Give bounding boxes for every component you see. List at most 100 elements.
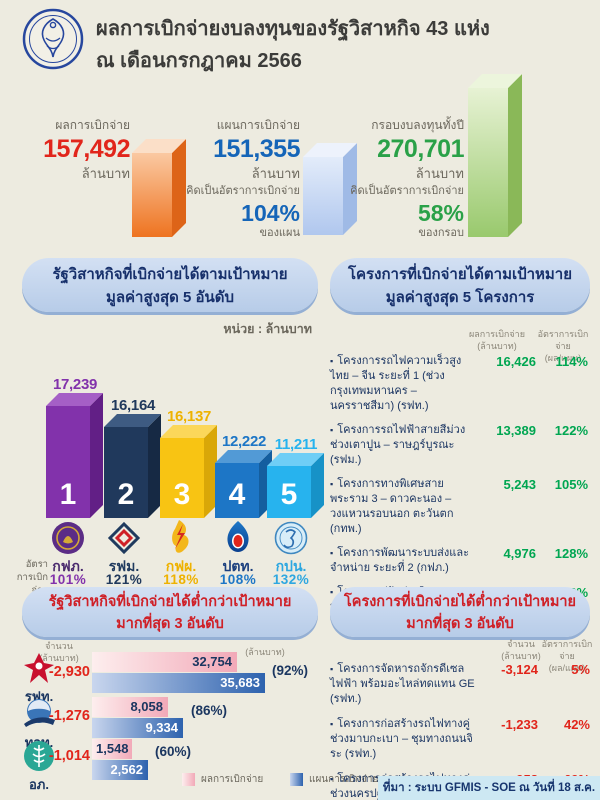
legend-actual: ผลการเบิกจ่าย <box>182 772 263 787</box>
plan-bar-3d <box>303 143 357 235</box>
actual-bar: 1,548 <box>92 739 132 759</box>
project-value: 5,243 <box>503 477 536 492</box>
rank-org-label: กปน. <box>275 558 307 574</box>
rank-org-label: กฟผ. <box>165 558 197 574</box>
low-soe-diff: -2,930 <box>48 664 90 680</box>
bullet-icon: ▪ <box>330 664 334 674</box>
project-name: โครงการก่อสร้างรถไฟทางคู่ ช่วงมาบกะเบา –… <box>330 718 473 760</box>
rank-number: 5 <box>280 478 298 511</box>
aot-logo-icon <box>24 699 55 727</box>
plan-bar: 9,334 <box>92 718 183 738</box>
rank-bar-3 <box>160 425 217 518</box>
low-projects-header-line1: โครงการที่เบิกจ่ายได้ต่ำกว่าเป้าหมาย <box>343 594 577 610</box>
low-projects-col-rate: อัตราการเบิกจ่าย (ผล/แผน) <box>541 639 593 673</box>
rank-bar-value: 11,211 <box>274 436 318 453</box>
rank-bar-5 <box>267 453 324 518</box>
ptt-logo-icon <box>227 521 249 552</box>
rank-bar-value: 17,239 <box>52 376 98 393</box>
low-soe-header-line2: มากที่สุด 3 อันดับ <box>116 616 224 632</box>
stat-actual-label: ผลการเบิกจ่าย <box>55 118 130 132</box>
project-value: 13,389 <box>496 423 536 438</box>
budget-bar-3d <box>468 74 522 237</box>
actual-bar: 32,754 <box>92 652 237 672</box>
rank-bar-value: 12,222 <box>221 433 267 450</box>
rank-number: 1 <box>59 478 77 511</box>
project-rate: 105% <box>554 477 588 492</box>
stat-plan-value: 151,355 <box>213 135 300 163</box>
list-item: ▪ โครงการทางพิเศษสายพระราม 3 – ดาวคะนอง –… <box>330 477 592 537</box>
low-soe-header-pill: รัฐวิสาหกิจที่เบิกจ่ายได้ต่ำกว่าเป้าหมาย… <box>22 587 318 637</box>
legend-plan-label: แผนการเบิกจ่าย <box>309 774 379 785</box>
plan-bar: 35,683 <box>92 673 265 693</box>
stat-budget: กรอบงบลงทุนทั้งปี 270,701 ล้านบาท คิดเป็… <box>340 117 464 240</box>
rank-org-label: รฟม. <box>108 558 140 574</box>
stat-budget-rate-of: ของกรอบ <box>418 227 464 239</box>
rate-axis-line1: อัตรา <box>25 559 48 570</box>
rank-bar-4 <box>215 450 272 518</box>
rank-bar-value: 16,164 <box>110 397 156 414</box>
low-projects-header-pill: โครงการที่เบิกจ่ายได้ต่ำกว่าเป้าหมาย มาก… <box>330 587 590 637</box>
plan-value: 35,683 <box>220 675 260 690</box>
mrta-logo-icon <box>107 521 141 555</box>
project-name: โครงการรถไฟฟ้าสายสีม่วง ช่วงเตาปูน – ราษ… <box>330 424 466 466</box>
top-soe-header-pill: รัฐวิสาหกิจที่เบิกจ่ายได้ตามเป้าหมาย มูล… <box>22 258 318 312</box>
page-title-line2: ณ เดือนกรกฎาคม 2566 <box>96 50 302 72</box>
stat-actual: ผลการเบิกจ่าย 157,492 ล้านบาท <box>6 117 130 183</box>
low-soe-rate: (86%) <box>191 703 228 718</box>
rank-rate: 132% <box>272 572 310 587</box>
top-projects-list: ▪ โครงการรถไฟความเร็วสูงไทย – จีน ระยะที่… <box>330 354 592 615</box>
actual-value: 32,754 <box>192 654 232 669</box>
stat-plan-unit: ล้านบาท <box>251 166 300 181</box>
actual-value: 1,548 <box>96 741 129 756</box>
project-rate: 128% <box>554 546 588 561</box>
bullet-icon: ▪ <box>330 719 334 729</box>
source-note: ที่มา : ระบบ GFMIS - SOE ณ วันที่ 18 ส.ค… <box>378 776 600 800</box>
top-projects-col-value: ผลการเบิกจ่าย (ล้านบาท) <box>469 329 525 351</box>
project-rate: 114% <box>555 354 588 369</box>
actual-value: 8,058 <box>130 699 163 714</box>
plan-swatch-icon <box>290 773 303 786</box>
low-soe-diff: -1,276 <box>48 708 90 724</box>
stat-budget-label: กรอบงบลงทุนทั้งปี <box>371 118 464 132</box>
top-projects-header-pill: โครงการที่เบิกจ่ายได้ตามเป้าหมาย มูลค่าส… <box>330 258 590 312</box>
rank-bar-2 <box>104 414 161 518</box>
project-value: 4,976 <box>503 546 536 561</box>
top-projects-header-line2: มูลค่าสูงสุด 5 โครงการ <box>385 289 535 306</box>
low-soe-rate: (92%) <box>272 663 309 678</box>
stat-budget-rate: 58% <box>417 200 464 226</box>
rank-number: 3 <box>173 478 191 511</box>
unit-note: หน่วย : ล้านบาท <box>223 322 312 336</box>
actual-swatch-icon <box>182 773 195 786</box>
rank-number: 4 <box>228 478 246 511</box>
list-item: ▪ โครงการก่อสร้างรถไฟทางคู่ ช่วงมาบกะเบา … <box>330 717 594 762</box>
project-name: โครงการพัฒนาระบบส่งและจำหน่าย ระยะที่ 2 … <box>330 547 469 574</box>
legend-actual-label: ผลการเบิกจ่าย <box>201 774 264 785</box>
list-item: ▪ โครงการรถไฟฟ้าสายสีม่วง ช่วงเตาปูน – รา… <box>330 423 592 468</box>
top-projects-header-line1: โครงการที่เบิกจ่ายได้ตามเป้าหมาย <box>347 266 573 283</box>
project-name: โครงการทางพิเศษสายพระราม 3 – ดาวคะนอง – … <box>330 478 454 535</box>
rank-org-label: ปตท. <box>222 558 254 574</box>
bullet-icon: ▪ <box>330 774 334 784</box>
low-soe-col-amount: จำนวน (ล้านบาท) <box>39 641 79 663</box>
top-projects-col-rate: อัตราการเบิกจ่าย (ผล/แผน) <box>537 329 589 363</box>
gpo-logo-icon <box>24 741 54 771</box>
low-soe-header-line1: รัฐวิสาหกิจที่เบิกจ่ายได้ต่ำกว่าเป้าหมาย <box>48 594 292 610</box>
bullet-icon: ▪ <box>330 587 334 597</box>
bullet-icon: ▪ <box>330 425 334 435</box>
top-soe-header-line2: มูลค่าสูงสุด 5 อันดับ <box>105 289 235 306</box>
stat-plan-rate-of: ของแผน <box>259 227 300 239</box>
rank-org-label: กฟภ. <box>52 558 84 574</box>
rank-number: 2 <box>117 478 135 511</box>
actual-bar-3d <box>132 139 186 237</box>
stat-budget-value: 270,701 <box>377 135 464 163</box>
legend-plan: แผนการเบิกจ่าย <box>290 772 378 787</box>
stat-actual-value: 157,492 <box>43 135 130 163</box>
bullet-icon: ▪ <box>330 548 334 558</box>
list-item: ▪ โครงการพัฒนาระบบส่งและจำหน่าย ระยะที่ 2… <box>330 546 592 576</box>
plan-value: 2,562 <box>110 762 143 777</box>
low-soe-org: รฟท. <box>24 689 54 704</box>
page-title-line1: ผลการเบิกจ่ายงบลงทุนของรัฐวิสาหกิจ 43 แห… <box>96 18 490 40</box>
project-value: -1,233 <box>501 717 538 732</box>
list-item: ▪ โครงการรถไฟความเร็วสูงไทย – จีน ระยะที่… <box>330 354 592 414</box>
project-name: โครงการจัดหารถจักรดีเซลไฟฟ้า พร้อมอะไหล่… <box>330 663 475 705</box>
